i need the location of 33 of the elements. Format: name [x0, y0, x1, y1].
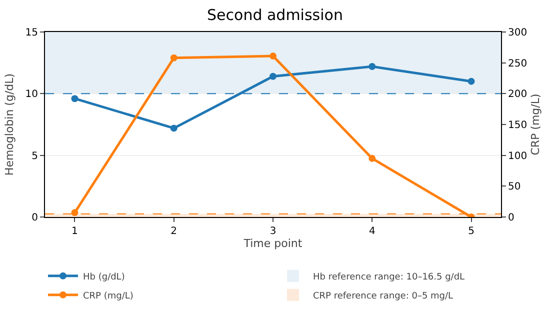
point [170, 124, 178, 132]
point [71, 95, 78, 102]
x-tick-label: 1 [72, 226, 78, 237]
point [270, 52, 276, 60]
legend-label: CRP reference range: 0–5 mg/L [313, 291, 454, 302]
x-tick-label: 4 [368, 226, 376, 237]
x-tick-label: 5 [468, 226, 474, 237]
y2-tick-label: 0 [508, 212, 514, 224]
point [71, 209, 78, 216]
y2-axis-title: CRP (mg/L) [529, 94, 542, 156]
legend-label: Hb (g/dL) [83, 272, 125, 282]
x-tick-label: 3 [270, 226, 276, 237]
y-tick-label: 0 [32, 212, 38, 224]
y-tick-label: 15 [25, 28, 38, 38]
y2-tick-label: 100 [508, 150, 528, 162]
y-axis-title: Hemoglobin (g/dL) [3, 73, 16, 176]
point [368, 63, 376, 70]
point [468, 78, 475, 85]
y-tick-label: 10 [25, 89, 38, 100]
y2-tick-label: 300 [508, 28, 528, 38]
x-axis-title: Time point [242, 237, 303, 250]
y2-tick-label: 50 [508, 182, 521, 193]
point [368, 154, 376, 162]
y2-tick-label: 150 [508, 120, 528, 131]
point [270, 72, 276, 80]
legend-label: Hb reference range: 10–16.5 g/dL [313, 272, 465, 282]
y2-tick-label: 200 [508, 89, 528, 100]
y2-tick-label: 250 [508, 58, 528, 70]
y-tick-label: 5 [32, 150, 38, 162]
x-tick-label: 2 [170, 226, 178, 237]
point [170, 54, 178, 62]
legend-label: CRP (mg/L) [83, 291, 134, 302]
chart-title: Second admission [207, 6, 343, 24]
